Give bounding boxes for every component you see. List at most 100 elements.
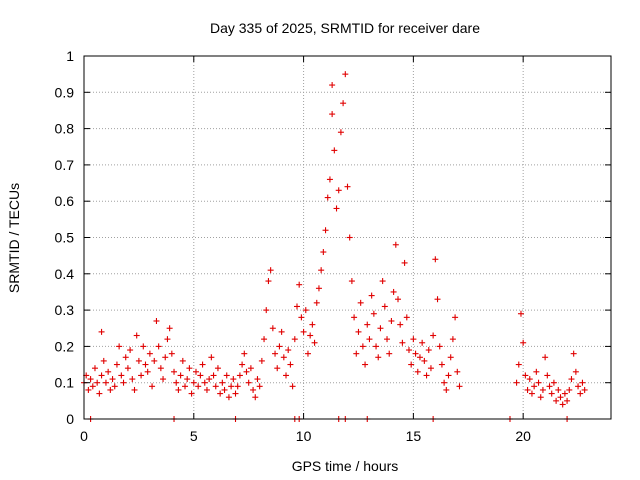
data-point [149, 383, 156, 390]
data-point [436, 343, 443, 350]
data-point [397, 321, 404, 328]
data-point [346, 234, 353, 241]
data-point [395, 296, 402, 303]
data-point [386, 350, 393, 357]
data-point [197, 372, 204, 379]
data-point [430, 332, 437, 339]
data-point [568, 376, 575, 383]
data-point [320, 249, 327, 256]
data-point [225, 394, 232, 401]
data-point [201, 379, 208, 386]
data-point [109, 376, 116, 383]
chart-title: Day 335 of 2025, SRMTID for receiver dar… [210, 20, 480, 36]
data-point [449, 336, 456, 343]
data-point [384, 336, 391, 343]
data-point [94, 379, 101, 386]
data-point [175, 386, 182, 393]
data-point [379, 278, 386, 285]
data-point [570, 350, 577, 357]
data-point [342, 71, 349, 78]
data-point [375, 354, 382, 361]
data-point [377, 325, 384, 332]
data-point [289, 383, 296, 390]
data-point [300, 328, 307, 335]
data-point [359, 343, 366, 350]
data-point [390, 288, 397, 295]
data-point [381, 303, 388, 310]
data-point [520, 339, 527, 346]
data-point [184, 376, 191, 383]
data-point [96, 390, 103, 397]
data-point [217, 390, 224, 397]
data-point [427, 365, 434, 372]
y-tick-label: 0.4 [55, 266, 75, 282]
data-point [443, 386, 450, 393]
data-point [239, 361, 246, 368]
data-point [98, 328, 105, 335]
data-point [287, 361, 294, 368]
data-point [89, 383, 96, 390]
data-point [322, 227, 329, 234]
data-point [362, 361, 369, 368]
data-point [206, 376, 213, 383]
data-point [331, 147, 338, 154]
data-point [256, 383, 263, 390]
data-point [522, 372, 529, 379]
data-point [357, 299, 364, 306]
data-point [100, 357, 107, 364]
data-point [122, 354, 129, 361]
data-point [212, 383, 219, 390]
data-point [405, 347, 412, 354]
data-point [265, 278, 272, 285]
data-point [408, 361, 415, 368]
data-point [318, 267, 325, 274]
data-point [118, 372, 125, 379]
data-point [278, 328, 285, 335]
data-point [131, 386, 138, 393]
data-point [192, 368, 199, 375]
data-point [127, 347, 134, 354]
data-point [535, 379, 542, 386]
data-point [329, 111, 336, 118]
data-point [151, 357, 158, 364]
y-tick-label: 0.1 [55, 375, 75, 391]
data-point [269, 325, 276, 332]
data-point [223, 372, 230, 379]
data-point [272, 350, 279, 357]
data-point [285, 347, 292, 354]
data-point [221, 386, 228, 393]
data-point [234, 383, 241, 390]
data-point [203, 386, 210, 393]
data-point [355, 328, 362, 335]
y-tick-label: 0 [66, 411, 74, 427]
data-point [250, 386, 257, 393]
data-point [575, 383, 582, 390]
data-point [254, 376, 261, 383]
data-point [111, 383, 118, 390]
y-tick-label: 0.7 [55, 157, 75, 173]
data-point [329, 82, 336, 89]
data-point [452, 314, 459, 321]
data-point [166, 325, 173, 332]
x-tick-label: 5 [190, 428, 198, 444]
data-point [412, 350, 419, 357]
data-point [531, 383, 538, 390]
data-point [274, 365, 281, 372]
data-point [107, 386, 114, 393]
y-axis-label: SRMTID / TECUs [6, 183, 22, 293]
data-point [425, 347, 432, 354]
data-point [252, 394, 259, 401]
data-point [566, 386, 573, 393]
data-point [140, 343, 147, 350]
y-tick-label: 0.5 [55, 230, 75, 246]
data-point [120, 379, 127, 386]
data-point [105, 368, 112, 375]
data-point [526, 376, 533, 383]
data-point [517, 310, 524, 317]
data-point [98, 372, 105, 379]
data-point [261, 336, 268, 343]
data-point [315, 285, 322, 292]
data-point [423, 372, 430, 379]
data-point [555, 386, 562, 393]
